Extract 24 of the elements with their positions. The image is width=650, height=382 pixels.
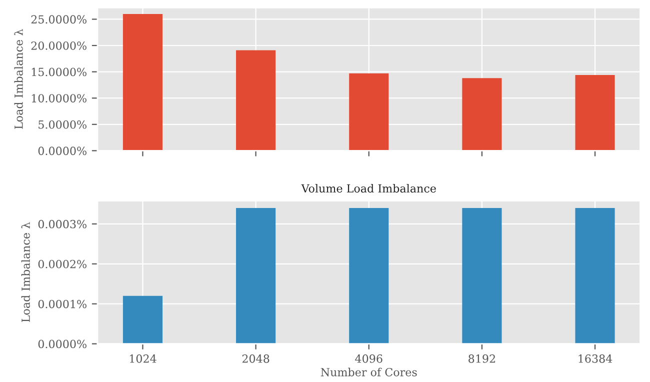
y-axis-title: Load Imbalance λ (21, 222, 30, 322)
bar (575, 74, 615, 151)
x-tick-label: 2048 (242, 354, 270, 363)
bar (122, 14, 163, 151)
y-tick-label: 20.0000% (31, 41, 86, 50)
y-tick-label: 10.0000% (32, 94, 86, 102)
y-tick-label: 0.0000% (38, 146, 86, 156)
y-tick-label: 15.0000% (32, 68, 86, 76)
y-tick-label: 0.0003% (38, 220, 86, 228)
x-tick-label: 8192 (468, 354, 495, 363)
x-tick-label: 16384 (578, 354, 612, 363)
bar (349, 73, 389, 151)
y-tick-label: 0.0002% (38, 260, 86, 268)
y-tick-label: 0.0001% (38, 300, 86, 308)
x-tick-label: 4096 (355, 354, 382, 363)
bar (462, 78, 502, 151)
x-axis-title: Number of Cores (320, 368, 417, 376)
y-tick-label: 0.0000% (38, 340, 86, 348)
y-tick-label: 25.0000% (31, 15, 86, 24)
x-tick-label: 1024 (130, 354, 156, 363)
y-tick-label: 5.0000% (38, 120, 86, 129)
y-axis-title: Load Imbalance λ (14, 29, 23, 129)
chart-title: Volume Load Imbalance (301, 184, 436, 193)
bar (236, 50, 276, 151)
